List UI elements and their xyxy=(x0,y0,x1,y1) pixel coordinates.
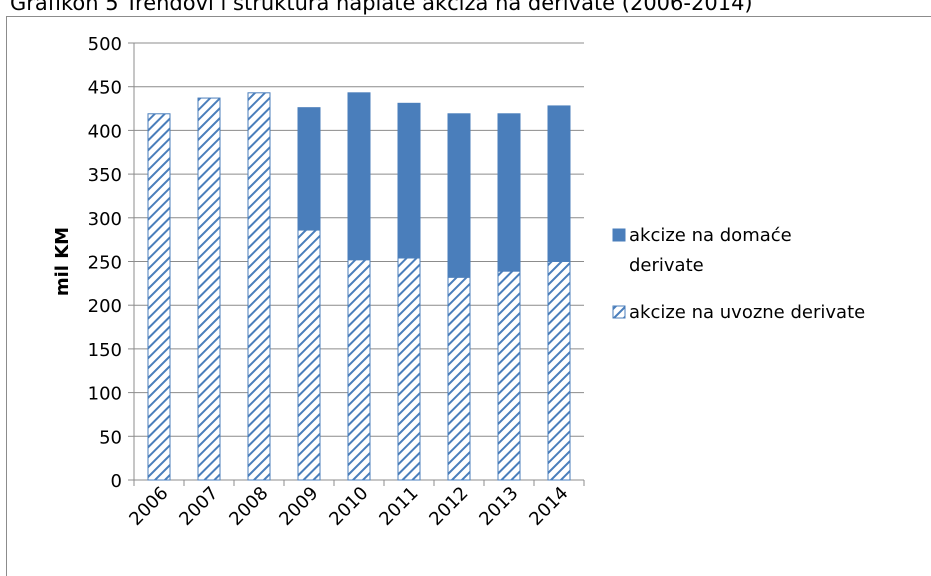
legend-label: akcize na domaće xyxy=(629,225,792,246)
y-tick-label: 0 xyxy=(111,471,122,492)
x-tick-label: 2014 xyxy=(525,483,572,530)
y-tick-label: 300 xyxy=(88,209,122,230)
bar-uvozne xyxy=(297,229,321,481)
legend: akcize na domaće derivate akcize na uvozne… xyxy=(612,225,865,323)
legend-swatch-domace xyxy=(612,228,626,242)
bar-uvozne xyxy=(497,270,521,481)
y-tick-label: 500 xyxy=(88,34,122,55)
x-tick-label: 2011 xyxy=(375,483,422,530)
y-tick-label: 50 xyxy=(99,427,122,448)
y-tick-label: 250 xyxy=(88,253,122,274)
y-tick-labels: 0 50 100 150 200 250 300 350 400 450 500 xyxy=(88,34,122,492)
bar-domace xyxy=(497,113,521,272)
x-tick-label: 2008 xyxy=(225,483,272,530)
x-tick-labels: 2006 2007 2008 2009 2010 2011 2012 2013 2014 xyxy=(125,483,572,530)
bar-domace xyxy=(547,105,571,263)
x-tick-label: 2013 xyxy=(475,483,522,530)
x-tick-label: 2009 xyxy=(275,483,322,530)
bar-domace xyxy=(297,107,321,231)
chart-frame xyxy=(6,16,931,576)
y-tick-label: 350 xyxy=(88,165,122,186)
bar-uvozne xyxy=(397,257,421,481)
bar-uvozne xyxy=(547,261,571,481)
y-tick-label: 150 xyxy=(88,340,122,361)
bar-uvozne xyxy=(197,97,221,481)
bar-uvozne xyxy=(247,92,271,481)
y-tick-label: 450 xyxy=(88,78,122,99)
x-tick-label: 2010 xyxy=(325,483,372,530)
bar-domace xyxy=(347,92,371,261)
bar-uvozne xyxy=(447,276,471,481)
bar-uvozne xyxy=(347,259,371,481)
y-tick-label: 200 xyxy=(88,296,122,317)
bar-uvozne xyxy=(147,113,171,481)
legend-label: derivate xyxy=(629,255,704,276)
x-tick-label: 2006 xyxy=(125,483,172,530)
legend-swatch-uvozne xyxy=(612,305,626,319)
chart-title: Grafikon 5 Trendovi i struktura naplate … xyxy=(10,0,753,15)
x-tick-label: 2007 xyxy=(175,483,222,530)
y-tick-label: 100 xyxy=(88,384,122,405)
bar-domace xyxy=(447,113,471,278)
bars xyxy=(147,92,571,481)
y-tick-label: 400 xyxy=(88,121,122,142)
y-axis-label: mil KM xyxy=(52,227,73,296)
legend-label: akcize na uvozne derivate xyxy=(629,302,865,323)
bar-domace xyxy=(397,102,421,259)
x-tick-label: 2012 xyxy=(425,483,472,530)
